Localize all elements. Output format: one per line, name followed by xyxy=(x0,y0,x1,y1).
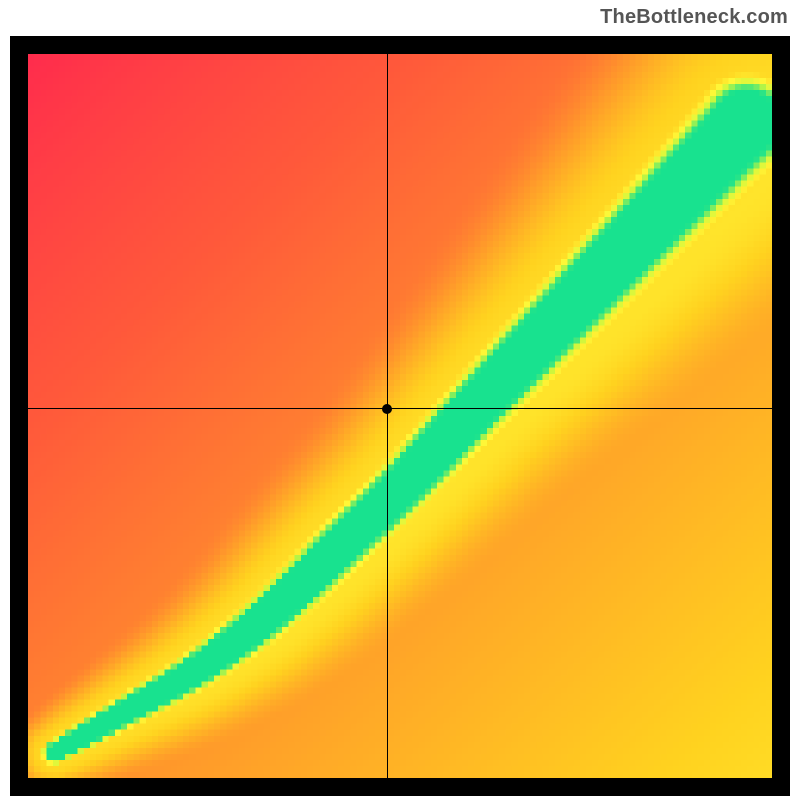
attribution-label: TheBottleneck.com xyxy=(600,6,788,29)
crosshair-horizontal xyxy=(28,408,772,409)
crosshair-vertical xyxy=(387,54,388,778)
heatmap-canvas xyxy=(28,54,772,778)
crosshair-marker xyxy=(382,404,392,414)
chart-stage: TheBottleneck.com xyxy=(0,0,800,800)
